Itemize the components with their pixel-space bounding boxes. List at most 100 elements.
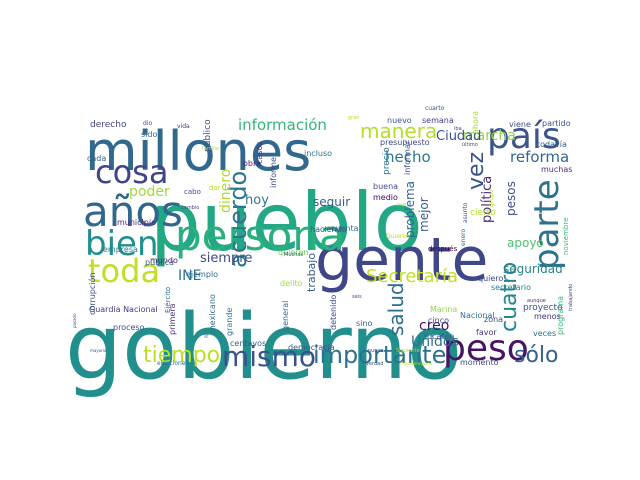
word-haciendo: haciendo xyxy=(310,225,347,234)
word-sido: sido xyxy=(141,130,157,139)
word-persona: persona xyxy=(175,211,345,260)
word-siguiente: Siguiente xyxy=(396,348,420,354)
word-gente: gente xyxy=(315,225,488,295)
word-cosa: cosa xyxy=(95,153,168,191)
word-semana: semana xyxy=(422,116,454,125)
word-pesos: pesos xyxy=(504,181,518,216)
word-grande: grande xyxy=(225,308,234,336)
word-corrupcion: corrupción xyxy=(87,273,97,315)
word-mejor: mejor xyxy=(417,197,431,232)
word-municipio: municipio xyxy=(117,218,156,227)
word-mismo: mismo xyxy=(222,340,316,373)
word-quiero: quiero xyxy=(478,274,503,283)
word-noviembre: noviembre xyxy=(562,218,570,255)
word-acuerdo: acuerdo xyxy=(224,171,252,268)
word-gobierno: gobierno xyxy=(65,295,462,400)
word-vida: vida xyxy=(177,123,190,130)
word-derecho: derecho xyxy=(90,120,127,130)
word-informar: informar xyxy=(403,140,412,175)
word-proceso: proceso xyxy=(113,323,145,332)
word-peso: peso xyxy=(443,328,529,369)
word-informe: informe xyxy=(269,157,278,188)
word-despues: después xyxy=(428,245,458,253)
word-toda: toda xyxy=(88,252,160,290)
word-pais: país xyxy=(487,116,561,157)
word-cierto: cierto xyxy=(470,208,496,218)
word-quieren: Quieren xyxy=(386,233,410,240)
word-trabajando: trabajando xyxy=(568,284,574,311)
word-mayoria: mayoría xyxy=(90,348,107,353)
word-viene: viene xyxy=(509,120,531,129)
word-elecciones: elecciones xyxy=(157,360,189,367)
word-problema: problema xyxy=(403,181,417,238)
word-partido: partido xyxy=(542,119,571,128)
word-ejemplo: ejemplo xyxy=(186,270,218,279)
word-veces: veces xyxy=(533,329,556,338)
word-seguridad: seguridad xyxy=(503,262,563,276)
word-dar: dar xyxy=(209,184,221,192)
word-todavia: todavía xyxy=(537,140,567,149)
word-cinco: cinco xyxy=(428,316,449,325)
word-incluso: incluso xyxy=(304,149,332,158)
word-marina: Marina xyxy=(430,305,457,314)
word-nacional: Nacional xyxy=(460,311,495,320)
word-bien: bien xyxy=(85,224,159,264)
word-secretaria: Secretaría xyxy=(366,266,458,287)
word-momento: momento xyxy=(460,358,499,367)
word-apoyo: apoyo xyxy=(507,236,544,250)
word-proyecto: proyecto xyxy=(523,303,563,313)
word-importante: importante xyxy=(313,341,446,369)
word-cada: cada xyxy=(87,154,106,163)
word-hecho: hecho xyxy=(385,148,431,166)
word-ir: ir xyxy=(204,332,209,340)
word-nunca: nunca xyxy=(368,348,383,354)
word-medio: medio xyxy=(373,193,398,202)
word-hoy: hoy xyxy=(245,193,269,208)
word-informacion: información xyxy=(238,116,327,134)
word-familia: familia xyxy=(202,146,219,152)
word-muchas: Muchas xyxy=(284,252,303,258)
word-asunto: asunto xyxy=(462,202,469,223)
word-mexicano: mexicano xyxy=(208,294,217,333)
word-millones: millones xyxy=(85,120,311,183)
word-sino: sino xyxy=(356,319,372,328)
word-siempre: siempre xyxy=(200,251,252,266)
word-cabo: cabo xyxy=(184,188,201,196)
word-manera: manera xyxy=(360,119,437,143)
word-iba: iba xyxy=(454,126,462,132)
word-grupo: grupo xyxy=(488,189,495,207)
word-gran: gran xyxy=(348,115,359,121)
word-tiempo: tiempo xyxy=(143,343,220,368)
word-transformacion: transformación xyxy=(402,361,433,366)
word-trabajo: trabajo xyxy=(305,253,318,292)
word-guardia-nacional: Guardia Nacional xyxy=(89,305,158,314)
word-detenido: detenido xyxy=(329,295,338,330)
word-yucatan: Yucatán xyxy=(422,332,454,341)
word-muchas: muchas xyxy=(541,165,572,174)
word-cuenta: cuenta xyxy=(331,224,359,233)
word-zona: zona xyxy=(484,315,503,324)
word-unidos: Unidos xyxy=(411,334,459,350)
word-mundo: mundo xyxy=(150,256,178,265)
word-obra: obra xyxy=(243,159,261,168)
word-pueblo: pueblo xyxy=(150,176,423,269)
word-general: general xyxy=(281,301,290,331)
word-democracia: democracia xyxy=(288,343,335,352)
word-vez: vez xyxy=(464,152,489,190)
word-centavos: centavos xyxy=(230,339,266,348)
word-marcha: marcha xyxy=(463,128,516,144)
word-solo: sólo xyxy=(514,343,559,368)
word-quieren: quieren xyxy=(278,248,308,257)
word-ciudad: Ciudad xyxy=(436,129,481,144)
word-dio: dio xyxy=(143,120,152,127)
word-buena: buena xyxy=(373,182,398,191)
word-cambio: cambio xyxy=(181,205,199,211)
word-secretario: secretario xyxy=(491,283,531,292)
word-cuarto: cuarto xyxy=(425,105,445,112)
word-seguir: seguir xyxy=(313,195,350,209)
word-anos: años xyxy=(83,187,183,236)
word-ine: INE xyxy=(178,268,201,284)
word-ultimo: último xyxy=(462,141,478,148)
